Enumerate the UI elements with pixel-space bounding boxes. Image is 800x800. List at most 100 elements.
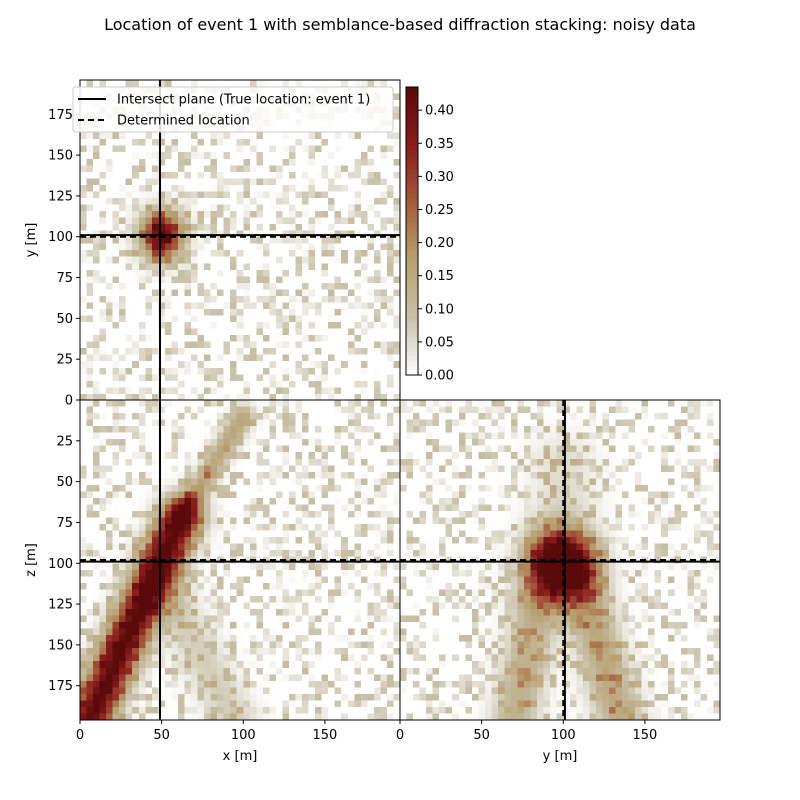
heatmap-cell bbox=[106, 217, 114, 225]
heatmap-cell bbox=[151, 230, 159, 238]
heatmap-cell bbox=[191, 700, 198, 708]
heatmap-cell bbox=[393, 106, 401, 114]
heatmap-cell bbox=[334, 497, 342, 505]
heatmap-cell bbox=[125, 582, 133, 590]
heatmap-cell bbox=[177, 674, 185, 682]
heatmap-cell bbox=[138, 471, 146, 479]
heatmap-cell bbox=[197, 530, 205, 538]
heatmap-cell bbox=[393, 524, 401, 532]
heatmap-cell bbox=[177, 334, 185, 342]
heatmap-cell bbox=[393, 230, 401, 238]
heatmap-cell bbox=[119, 217, 127, 225]
heatmap-cell bbox=[288, 465, 296, 473]
heatmap-cell bbox=[328, 230, 336, 238]
heatmap-cell bbox=[80, 497, 87, 505]
heatmap-cell bbox=[112, 158, 120, 166]
heatmap-cell bbox=[236, 504, 244, 512]
heatmap-cell bbox=[132, 132, 140, 140]
heatmap-cell bbox=[360, 543, 368, 551]
heatmap-cell bbox=[295, 608, 303, 616]
heatmap-cell bbox=[380, 275, 388, 283]
heatmap-cell bbox=[191, 667, 198, 675]
heatmap-cell bbox=[204, 269, 212, 277]
heatmap-cell bbox=[262, 223, 270, 231]
heatmap-cell bbox=[321, 713, 329, 721]
heatmap-cell bbox=[191, 524, 198, 532]
heatmap-cell bbox=[269, 360, 277, 368]
heatmap-cell bbox=[275, 445, 283, 453]
heatmap-cell bbox=[151, 537, 159, 545]
heatmap-cell bbox=[93, 256, 100, 264]
heatmap-cell bbox=[158, 452, 166, 460]
heatmap-cell bbox=[328, 497, 336, 505]
heatmap-cell bbox=[217, 164, 225, 172]
heatmap-cell bbox=[256, 465, 264, 473]
heatmap-cell bbox=[112, 393, 120, 401]
heatmap-cell bbox=[288, 269, 296, 277]
heatmap-cell bbox=[321, 354, 329, 362]
heatmap-cell bbox=[125, 80, 133, 87]
heatmap-cell bbox=[86, 648, 94, 656]
heatmap-cell bbox=[243, 354, 251, 362]
heatmap-cell bbox=[80, 667, 87, 675]
heatmap-cell bbox=[354, 249, 362, 257]
heatmap-cell bbox=[262, 661, 270, 669]
heatmap-cell bbox=[282, 262, 290, 270]
heatmap-cell bbox=[282, 628, 290, 636]
heatmap-cell bbox=[393, 661, 401, 669]
heatmap-cell bbox=[210, 393, 218, 401]
heatmap-cell bbox=[138, 236, 146, 244]
heatmap-cell bbox=[328, 419, 336, 427]
heatmap-cell bbox=[112, 648, 120, 656]
heatmap-cell bbox=[99, 530, 107, 538]
heatmap-cell bbox=[315, 537, 323, 545]
heatmap-cell bbox=[164, 308, 172, 316]
heatmap-cell bbox=[138, 517, 146, 525]
heatmap-cell bbox=[151, 373, 159, 381]
heatmap-cell bbox=[256, 145, 264, 153]
heatmap-cell bbox=[158, 217, 166, 225]
heatmap-cell bbox=[341, 667, 349, 675]
heatmap-cell bbox=[158, 158, 166, 166]
heatmap-cell bbox=[86, 341, 94, 349]
heatmap-cell bbox=[243, 465, 251, 473]
heatmap-cell bbox=[295, 197, 303, 205]
heatmap-cell bbox=[315, 256, 323, 264]
heatmap-cell bbox=[347, 302, 355, 309]
heatmap-cell bbox=[275, 217, 283, 225]
heatmap-cell bbox=[132, 445, 140, 453]
heatmap-cell bbox=[197, 478, 205, 486]
heatmap-cell bbox=[177, 445, 185, 453]
heatmap-cell bbox=[386, 648, 394, 656]
heatmap-cell bbox=[125, 484, 133, 492]
heatmap-cell bbox=[400, 693, 407, 701]
y-tick-label: 25 bbox=[56, 434, 73, 449]
heatmap-cell bbox=[138, 360, 146, 368]
heatmap-cell bbox=[393, 511, 401, 518]
heatmap-cell bbox=[230, 504, 238, 512]
heatmap-cell bbox=[282, 171, 290, 179]
heatmap-cell bbox=[197, 360, 205, 368]
heatmap-cell bbox=[288, 145, 296, 153]
heatmap-cell bbox=[177, 713, 185, 721]
heatmap-cell bbox=[138, 158, 146, 166]
heatmap-cell bbox=[347, 530, 355, 538]
heatmap-cell bbox=[210, 328, 218, 336]
heatmap-cell bbox=[249, 426, 257, 434]
heatmap-cell bbox=[197, 400, 205, 407]
heatmap-cell bbox=[282, 380, 290, 388]
heatmap-cell bbox=[93, 236, 100, 244]
heatmap-cell bbox=[106, 615, 114, 623]
heatmap-cell bbox=[138, 256, 146, 264]
heatmap-cell bbox=[191, 328, 198, 336]
heatmap-cell bbox=[151, 622, 159, 629]
heatmap-cell bbox=[380, 347, 388, 355]
heatmap-cell bbox=[308, 132, 316, 140]
heatmap-cell bbox=[86, 602, 94, 610]
heatmap-cell bbox=[302, 328, 309, 336]
heatmap-cell bbox=[151, 471, 159, 479]
heatmap-cell bbox=[125, 465, 133, 473]
heatmap-cell bbox=[275, 550, 283, 558]
heatmap-cell bbox=[119, 524, 127, 532]
heatmap-cell bbox=[400, 445, 407, 453]
